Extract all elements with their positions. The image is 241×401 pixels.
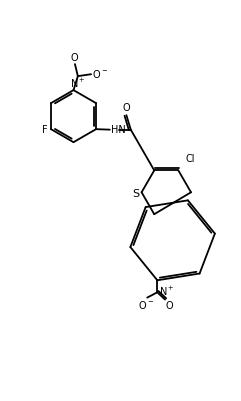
Text: S: S	[133, 189, 140, 199]
Text: F: F	[42, 125, 48, 135]
Text: O$^-$: O$^-$	[138, 299, 154, 311]
Text: HN: HN	[111, 125, 126, 135]
Text: O: O	[71, 53, 78, 63]
Text: O: O	[166, 300, 174, 310]
Text: O: O	[122, 103, 130, 113]
Text: N$^+$: N$^+$	[70, 77, 85, 90]
Text: Cl: Cl	[185, 154, 194, 164]
Text: N$^+$: N$^+$	[159, 285, 174, 298]
Text: O$^-$: O$^-$	[92, 68, 108, 80]
